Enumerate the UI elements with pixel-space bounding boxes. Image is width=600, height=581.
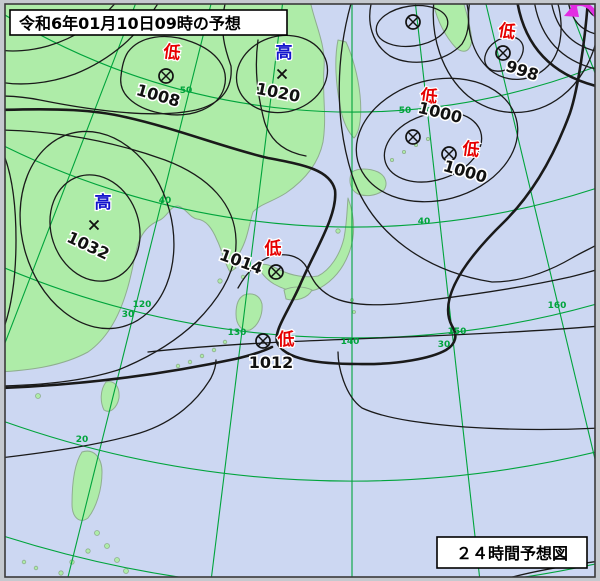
meridian-120e (67, 4, 212, 577)
isobar-closed-high-1032-inner (49, 174, 141, 282)
land-kyushu (235, 293, 263, 331)
pressure-system-labels: 低 1008 高 1020 低 998 低 1000 低 1000 高 1032… (63, 18, 543, 373)
isobar-closed-low-1008 (120, 35, 226, 116)
latitude-label: 30 (122, 310, 135, 320)
latitude-label: 50 (180, 86, 193, 96)
high-symbol: 高 (95, 192, 112, 213)
low-symbol: 低 (496, 20, 517, 44)
longitude-label: 150 (448, 327, 467, 337)
isobar-line-low-1014-hook (237, 254, 595, 306)
longitude-label: 140 (341, 337, 360, 347)
meridian-150e (414, 4, 481, 577)
isobar-line (551, 4, 595, 52)
isobar-closed-high-1020 (235, 34, 329, 114)
latitude-label: 40 (159, 196, 172, 206)
isobar-closed-low-okhotsk-north (375, 4, 449, 48)
map-neatline (4, 3, 596, 578)
isobar-line (337, 351, 595, 431)
isobar-line (255, 39, 307, 157)
isobar-line (534, 4, 595, 70)
meridian-110e (5, 4, 137, 345)
latitude-label: 20 (76, 435, 89, 445)
isobar-line (432, 4, 595, 114)
longitude-label: 130 (228, 328, 247, 338)
land-hokkaido (349, 168, 387, 197)
isobar-main-line (516, 4, 595, 87)
footer-box: ２４時間予想図 (436, 536, 588, 569)
low-symbol: 低 (418, 85, 439, 108)
low-symbol: 低 (460, 138, 481, 161)
title-box: 令和6年01月10日09時の予想 (9, 9, 288, 36)
isobar-line (5, 359, 217, 459)
isobar-line (5, 129, 237, 387)
isobar-line (338, 4, 595, 283)
isobar-main-line (5, 345, 274, 390)
meridian-130e (210, 4, 284, 577)
isobar-line (509, 561, 595, 577)
latitude-label: 50 (399, 106, 412, 116)
land-kamchatka (432, 4, 473, 52)
latitude-line-50n (5, 14, 595, 113)
low-symbol: 低 (264, 238, 282, 259)
graticule-labels: 50 50 40 40 30 30 20 120 130 140 150 160 (76, 86, 567, 445)
latitude-label: 40 (418, 217, 431, 227)
small-islands (21, 136, 430, 576)
low-symbol: 低 (277, 329, 295, 350)
chart-title: 令和6年01月10日09時の予想 (18, 14, 241, 33)
latitude-line-20n (5, 421, 595, 482)
isobar-line (585, 4, 595, 18)
pressure-value: 1012 (249, 353, 294, 372)
land-honshu (257, 197, 355, 293)
land-luzon (71, 450, 103, 521)
latitude-line-30n (5, 267, 595, 339)
meridian-160e (485, 4, 595, 462)
isobar-line-trough-1012 (147, 325, 595, 353)
isobar-main-line (5, 4, 589, 366)
high-symbol: 高 (276, 42, 293, 63)
chart-type-label: ２４時間予想図 (456, 544, 568, 563)
isobar-closed-low-1000-inner (383, 111, 483, 183)
isobar-closed-low-1000-outer (355, 77, 519, 203)
land-sakhalin (335, 39, 362, 139)
annotation-arrow-icon (564, 4, 595, 19)
isobar-line (467, 4, 562, 81)
latitude-label: 30 (438, 340, 451, 350)
isobar-closed-high-1032-outer (19, 130, 175, 330)
isobar-line (5, 4, 232, 115)
longitude-label: 120 (133, 300, 152, 310)
low-symbol: 低 (161, 41, 182, 64)
longitude-label: 160 (548, 301, 567, 311)
isobar-line (5, 156, 17, 327)
latitude-line-10n (5, 535, 595, 577)
